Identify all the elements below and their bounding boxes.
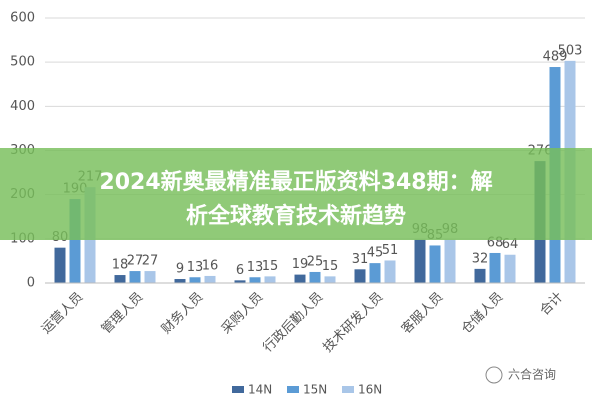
legend-swatch: [342, 386, 354, 393]
legend-label: 14N: [248, 383, 272, 397]
y-tick-label: 0: [27, 276, 35, 291]
value-label: 31: [352, 252, 369, 267]
value-label: 45: [367, 246, 384, 261]
value-label: 15: [322, 259, 339, 274]
bar: [189, 277, 201, 283]
bar: [234, 280, 246, 283]
value-label: 9: [176, 262, 184, 277]
bar: [324, 276, 336, 283]
legend-swatch: [287, 386, 299, 393]
x-tick-label: 财务人员: [158, 289, 206, 337]
value-label: 64: [502, 237, 519, 252]
value-label: 503: [558, 43, 583, 58]
bar: [69, 199, 81, 283]
value-label: 32: [472, 251, 489, 266]
bar: [504, 254, 516, 283]
bar: [129, 271, 141, 283]
value-label: 27: [127, 254, 144, 269]
overlay-text: 2024新奥最精准最正版资料348期：解: [99, 169, 492, 195]
bar: [54, 247, 66, 283]
x-tick-label: 管理人员: [99, 290, 146, 337]
y-tick-label: 500: [10, 55, 35, 70]
y-tick-label: 600: [10, 11, 35, 26]
bar: [369, 263, 381, 283]
value-label: 27: [142, 254, 159, 269]
legend-label: 15N: [303, 383, 327, 397]
y-tick-label: 400: [10, 99, 35, 114]
x-tick-label: 合计: [537, 290, 566, 319]
legend-label: 16N: [358, 383, 382, 397]
bar: [309, 271, 321, 283]
x-tick-label: 客服人员: [398, 289, 446, 337]
overlay-text: 析全球教育技术新趋势: [186, 203, 406, 229]
watermark-icon: [485, 366, 503, 384]
value-label: 18: [112, 258, 129, 273]
x-tick-label: 行政后勤人员: [261, 290, 327, 356]
bar: [174, 279, 186, 283]
value-label: 16: [202, 258, 219, 273]
bar: [144, 271, 156, 283]
value-label: 25: [307, 254, 324, 269]
value-label: 13: [187, 260, 204, 275]
x-tick-label: 采购人员: [218, 289, 266, 337]
banner: [0, 148, 592, 240]
bar: [429, 245, 441, 283]
value-label: 6: [236, 263, 244, 278]
bar: [114, 275, 126, 283]
bar: [204, 275, 216, 283]
bar: [249, 277, 261, 283]
x-tick-label: 技术研发人员: [320, 289, 386, 355]
bar: [489, 252, 501, 283]
bar: [474, 268, 486, 283]
value-label: 489: [543, 50, 568, 65]
bar: [354, 269, 366, 283]
value-label: 13: [247, 260, 264, 275]
value-label: 15: [262, 259, 279, 274]
x-tick-label: 运营人员: [39, 290, 86, 337]
value-label: 51: [382, 243, 399, 258]
x-tick-label: 仓储人员: [459, 290, 506, 337]
bar: [294, 274, 306, 283]
bar: [444, 239, 456, 283]
value-label: 19: [292, 257, 309, 272]
watermark: 六合咨询: [508, 367, 556, 382]
bar: [384, 260, 396, 283]
bar: [264, 276, 276, 283]
bar: [414, 239, 426, 283]
legend-swatch: [232, 386, 244, 393]
